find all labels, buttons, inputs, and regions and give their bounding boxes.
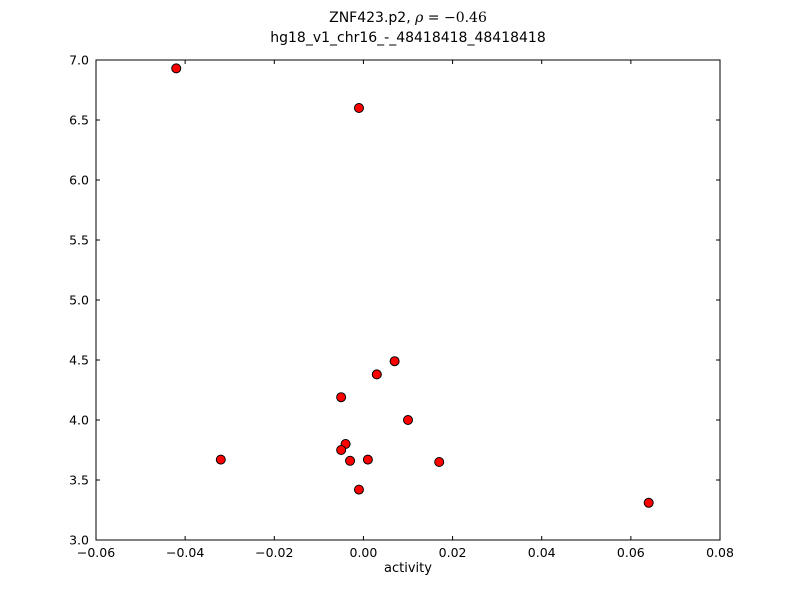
rho-value: = −0.46 xyxy=(423,10,487,26)
data-point xyxy=(353,103,364,113)
y-tick-label: 5.0 xyxy=(69,293,89,308)
title-gene-label: ZNF423.p2, xyxy=(329,10,416,26)
x-tick-label: 0.08 xyxy=(706,545,734,560)
y-tick-label: 5.5 xyxy=(69,233,89,248)
x-axis-label: activity xyxy=(384,561,432,576)
rho-symbol: ρ xyxy=(415,10,424,26)
y-tick-label: 7.0 xyxy=(69,53,89,68)
chart-title-line1: ZNF423.p2, ρ = −0.46 xyxy=(96,8,720,28)
data-point xyxy=(643,497,654,508)
data-point xyxy=(336,445,347,455)
y-tick-label: 6.0 xyxy=(69,173,89,188)
y-tick-label: 4.5 xyxy=(69,353,89,368)
chart-title: ZNF423.p2, ρ = −0.46 hg18_v1_chr16_-_484… xyxy=(96,8,720,49)
data-point xyxy=(362,454,373,465)
x-tick-label: 0.06 xyxy=(617,545,645,560)
data-point xyxy=(371,369,382,380)
data-point xyxy=(215,454,226,465)
data-point xyxy=(171,63,182,74)
y-tick-label: 6.5 xyxy=(69,113,89,128)
data-point xyxy=(434,457,445,467)
chart-title-line2: hg18_v1_chr16_-_48418418_48418418 xyxy=(270,30,546,47)
x-tick-label: −0.04 xyxy=(166,545,204,560)
x-tick-label: −0.02 xyxy=(255,545,293,560)
y-tick-label: 4.0 xyxy=(69,413,89,428)
x-tick-label: 0.04 xyxy=(528,545,556,560)
x-tick-label: 0.02 xyxy=(439,545,467,560)
x-tick-label: 0.00 xyxy=(350,545,378,560)
y-tick-label: 3.0 xyxy=(69,533,89,548)
data-point xyxy=(336,392,347,403)
axes-frame xyxy=(95,59,721,541)
data-point xyxy=(353,484,364,495)
data-point xyxy=(345,455,356,466)
y-tick-label: 3.5 xyxy=(69,473,89,488)
data-point xyxy=(389,356,400,367)
x-tick-label: −0.06 xyxy=(77,545,115,560)
data-point xyxy=(403,415,413,425)
